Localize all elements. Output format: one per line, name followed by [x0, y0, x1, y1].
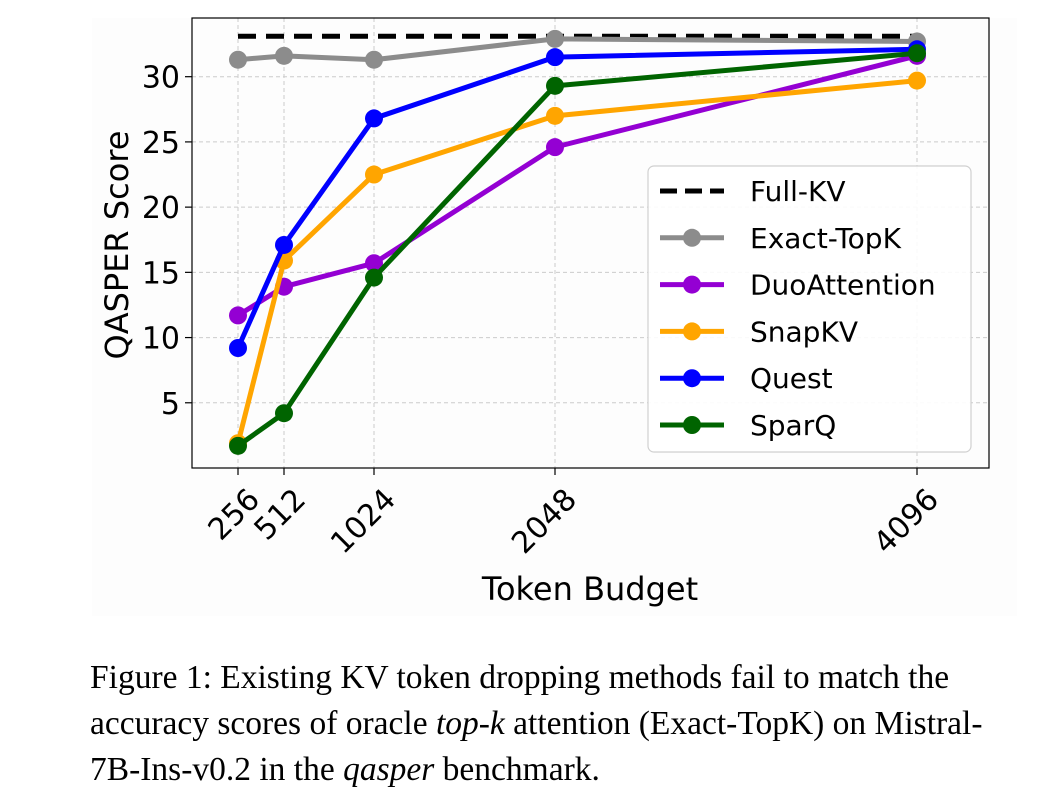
sparq-point [275, 404, 293, 423]
legend-marker-quest [683, 369, 701, 388]
y-tick-label: 20 [142, 191, 180, 226]
duoattention-point [229, 306, 247, 325]
legend-marker-exact-topk [683, 228, 701, 247]
caption-emphasis-qasper: qasper [343, 751, 435, 788]
legend-label-quest: Quest [750, 362, 833, 395]
caption-prefix: Figure 1: Existing KV token dropping met… [90, 659, 950, 742]
exact-topk-point [275, 46, 293, 65]
sparq-point [365, 268, 383, 287]
snapkv-point [546, 106, 564, 125]
caption-emphasis-top-k: top-k [435, 705, 505, 742]
legend-marker-snapkv [683, 322, 701, 341]
y-tick-label: 25 [142, 126, 180, 161]
legend-label-full-kv: Full-KV [750, 175, 846, 208]
snapkv-series [229, 71, 926, 453]
legend-marker-duoattention [683, 275, 701, 294]
snapkv-point [908, 71, 926, 90]
sparq-point [546, 76, 564, 95]
legend: Full-KV Exact-TopK DuoAttention SnapKV Quest… [647, 165, 972, 453]
y-tick-label: 15 [142, 256, 180, 291]
x-axis-label: Token Budget [481, 570, 698, 608]
exact-topk-point [229, 50, 247, 69]
legend-label-exact-topk: Exact-TopK [750, 222, 902, 255]
quest-point [275, 235, 293, 254]
legend-marker-sparq [683, 416, 701, 434]
plot-area-frame [191, 17, 990, 469]
exact-topk-point [365, 50, 383, 69]
y-tick-label: 5 [161, 387, 180, 422]
legend-box [647, 165, 972, 453]
y-tick-label: 30 [142, 61, 180, 96]
duoattention-point [365, 254, 383, 273]
caption-middle: attention (Exact-TopK) on Mistral-7B-Ins… [90, 705, 983, 788]
quest-series [229, 40, 926, 357]
caption-suffix: benchmark. [434, 751, 600, 788]
figure-caption: Figure 1: Existing KV token dropping met… [90, 655, 1020, 793]
exact-topk-point [546, 29, 564, 48]
quest-point [229, 339, 247, 357]
y-axis-label: QASPER Score [98, 131, 136, 360]
legend-label-sparq: SparQ [750, 409, 836, 442]
snapkv-point [365, 165, 383, 184]
quest-point [365, 109, 383, 128]
legend-label-duoattention: DuoAttention [750, 269, 936, 302]
duoattention-point [546, 138, 564, 157]
quest-point [546, 48, 564, 67]
sparq-point [908, 44, 926, 63]
y-tick-label: 10 [142, 322, 180, 357]
sparq-series [229, 44, 926, 455]
sparq-point [229, 436, 247, 455]
legend-label-snapkv: SnapKV [750, 315, 858, 348]
